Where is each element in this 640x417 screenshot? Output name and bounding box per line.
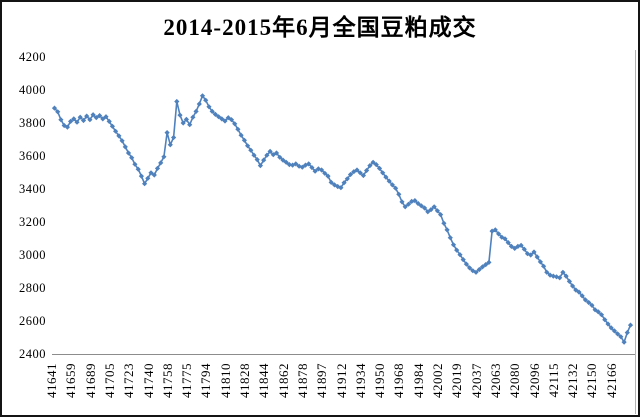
- y-tick-label: 4200: [19, 50, 46, 64]
- x-tick-label: 41984: [410, 363, 426, 398]
- x-tick-label: 42132: [565, 363, 581, 398]
- x-axis-line: [52, 354, 635, 355]
- y-tick-label: 2800: [19, 281, 46, 295]
- x-tick-label: 42002: [430, 363, 445, 398]
- plot-area: [52, 57, 634, 354]
- x-tick-label: 41844: [256, 363, 272, 398]
- x-tick-label: 41934: [352, 363, 368, 398]
- y-tick-label: 3000: [19, 248, 46, 262]
- x-tick-label: 42019: [449, 363, 465, 398]
- x-tick-label: 41758: [159, 363, 175, 398]
- x-tick-label: 41723: [121, 363, 137, 398]
- x-tick-label: 42037: [468, 363, 484, 398]
- x-tick-label: 41828: [237, 363, 252, 398]
- x-tick-label: 41912: [333, 363, 349, 398]
- diamond-markers: [52, 93, 634, 345]
- x-tick-label: 41862: [275, 363, 291, 398]
- chart-title: 2014-2015年6月全国豆粕成交: [163, 15, 477, 40]
- x-tick-label: 42166: [603, 363, 619, 398]
- x-tick-label: 42096: [526, 363, 542, 398]
- x-tick-label: 41689: [82, 363, 98, 398]
- x-tick-label: 42063: [487, 363, 503, 398]
- x-tick-label: 41641: [44, 363, 59, 398]
- x-tick-label: 42115: [545, 363, 561, 398]
- y-tick-label: 3800: [19, 116, 46, 130]
- y-tick-label: 4000: [19, 83, 46, 97]
- x-tick-label: 41705: [101, 363, 117, 398]
- soybean-meal-price-line: [52, 93, 634, 345]
- x-tick-label: 41659: [63, 363, 79, 398]
- y-tick-label: 3200: [19, 215, 46, 229]
- y-tick-label: 3600: [19, 149, 46, 163]
- x-tick-label: 41878: [294, 363, 310, 398]
- x-tick-label: 41740: [140, 363, 156, 398]
- x-tick-label: 42080: [507, 363, 523, 398]
- y-tick-label: 3400: [19, 182, 46, 196]
- price-polyline: [53, 94, 632, 344]
- x-tick-label: 42150: [584, 363, 600, 398]
- x-tick-label: 41897: [314, 363, 330, 398]
- y-tick-label: 2400: [19, 347, 46, 361]
- x-tick-label: 41810: [217, 363, 233, 398]
- x-tick-label: 41794: [198, 363, 214, 398]
- x-tick-label: 41775: [179, 363, 195, 398]
- plot-right-border: [635, 50, 636, 414]
- x-tick-label: 41968: [391, 363, 407, 398]
- x-tick-label: 41950: [372, 363, 388, 398]
- y-tick-label: 2600: [19, 314, 46, 328]
